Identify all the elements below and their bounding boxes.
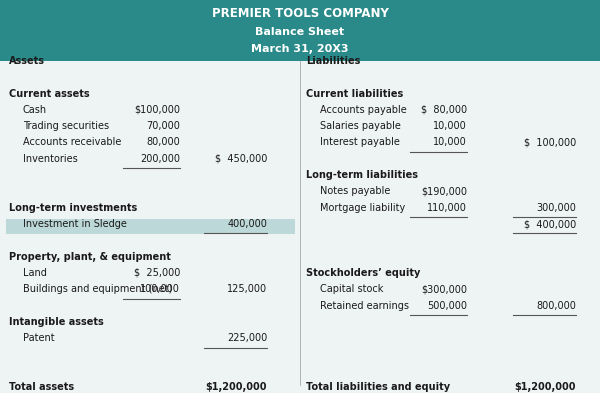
Text: 10,000: 10,000 xyxy=(433,138,467,147)
Text: 800,000: 800,000 xyxy=(536,301,576,310)
Text: $  25,000: $ 25,000 xyxy=(134,268,180,278)
Text: March 31, 20X3: March 31, 20X3 xyxy=(251,44,349,54)
Text: Accounts payable: Accounts payable xyxy=(320,105,407,115)
Text: $  100,000: $ 100,000 xyxy=(524,138,576,147)
Text: 300,000: 300,000 xyxy=(536,203,576,213)
Text: Long-term investments: Long-term investments xyxy=(9,203,137,213)
Bar xyxy=(0,0,600,61)
Text: Notes payable: Notes payable xyxy=(320,186,390,196)
Text: $  80,000: $ 80,000 xyxy=(421,105,467,115)
Text: Salaries payable: Salaries payable xyxy=(320,121,401,131)
Text: PREMIER TOOLS COMPANY: PREMIER TOOLS COMPANY xyxy=(212,7,388,20)
Text: Current liabilities: Current liabilities xyxy=(306,88,403,99)
Text: Trading securities: Trading securities xyxy=(23,121,109,131)
Text: Liabilities: Liabilities xyxy=(306,56,361,66)
Text: Property, plant, & equipment: Property, plant, & equipment xyxy=(9,252,171,262)
Text: Accounts receivable: Accounts receivable xyxy=(23,138,121,147)
Text: Assets: Assets xyxy=(9,56,45,66)
Text: 100,000: 100,000 xyxy=(140,284,180,294)
Text: Land: Land xyxy=(23,268,47,278)
Text: $1,200,000: $1,200,000 xyxy=(205,382,267,392)
Bar xyxy=(6,219,295,234)
Text: Interest payable: Interest payable xyxy=(320,138,400,147)
Text: Total assets: Total assets xyxy=(9,382,74,392)
Text: 70,000: 70,000 xyxy=(146,121,180,131)
Text: $300,000: $300,000 xyxy=(421,284,467,294)
Text: Total liabilities and equity: Total liabilities and equity xyxy=(306,382,450,392)
Text: $100,000: $100,000 xyxy=(134,105,180,115)
Text: $  450,000: $ 450,000 xyxy=(215,154,267,164)
Text: Intangible assets: Intangible assets xyxy=(9,317,104,327)
Text: 500,000: 500,000 xyxy=(427,301,467,310)
Text: Investment in Sledge: Investment in Sledge xyxy=(23,219,127,229)
Text: Capital stock: Capital stock xyxy=(320,284,383,294)
Text: $190,000: $190,000 xyxy=(421,186,467,196)
Text: 225,000: 225,000 xyxy=(227,333,267,343)
Text: 10,000: 10,000 xyxy=(433,121,467,131)
Text: Inventories: Inventories xyxy=(23,154,77,164)
Text: Buildings and equipment (net): Buildings and equipment (net) xyxy=(23,284,172,294)
Text: Current assets: Current assets xyxy=(9,88,89,99)
Text: Mortgage liability: Mortgage liability xyxy=(320,203,405,213)
Text: Cash: Cash xyxy=(23,105,47,115)
Text: 80,000: 80,000 xyxy=(146,138,180,147)
Text: Long-term liabilities: Long-term liabilities xyxy=(306,170,418,180)
Text: Retained earnings: Retained earnings xyxy=(320,301,409,310)
Text: $  400,000: $ 400,000 xyxy=(524,219,576,229)
Text: 110,000: 110,000 xyxy=(427,203,467,213)
Text: Stockholders’ equity: Stockholders’ equity xyxy=(306,268,421,278)
Text: 125,000: 125,000 xyxy=(227,284,267,294)
Text: Balance Sheet: Balance Sheet xyxy=(256,28,344,37)
Text: 400,000: 400,000 xyxy=(227,219,267,229)
Text: Patent: Patent xyxy=(23,333,55,343)
Text: $1,200,000: $1,200,000 xyxy=(515,382,576,392)
Text: 200,000: 200,000 xyxy=(140,154,180,164)
